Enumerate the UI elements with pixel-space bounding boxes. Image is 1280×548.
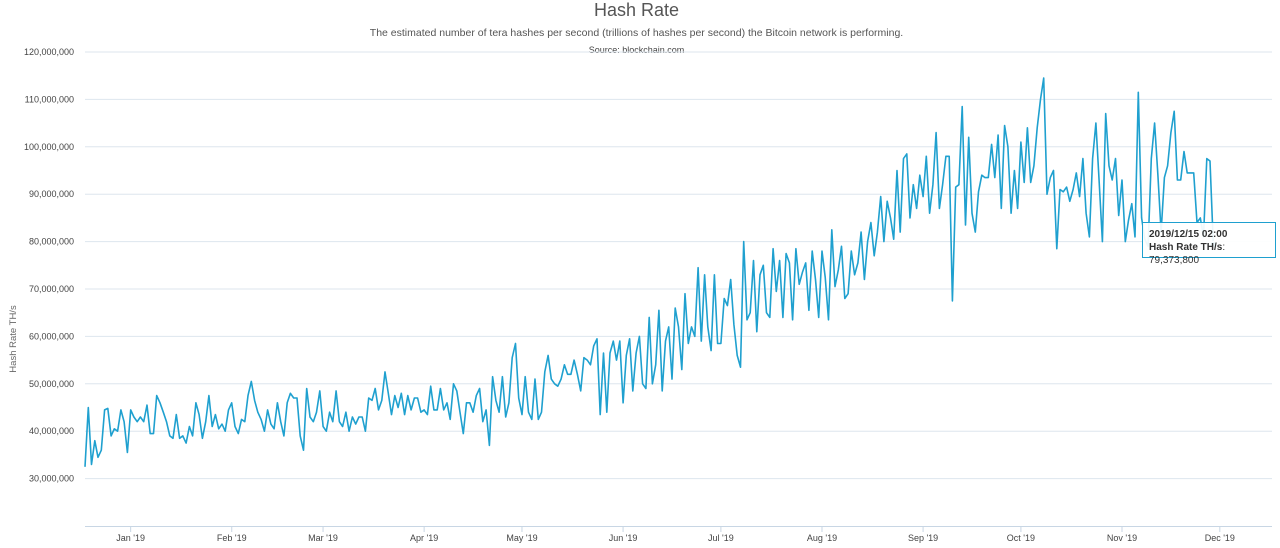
chart-subtitle: The estimated number of tera hashes per …	[369, 27, 904, 39]
y-tick-label: 40,000,000	[29, 426, 74, 436]
y-tick-label: 60,000,000	[29, 331, 74, 341]
chart-source: Source: blockchain.com	[588, 45, 685, 55]
chart-tooltip: 2019/12/15 02:00 Hash Rate TH/s: 79,373,…	[1142, 222, 1276, 266]
tooltip-label: Hash Rate TH/s	[1149, 242, 1223, 253]
x-tick-label: Aug '19	[807, 533, 837, 543]
x-tick-label: Dec '19	[1205, 533, 1235, 543]
y-tick-label: 90,000,000	[29, 189, 74, 199]
x-tick-label: Nov '19	[1107, 533, 1137, 543]
y-tick-label: 110,000,000	[25, 94, 74, 104]
y-tick-label: 30,000,000	[29, 474, 74, 484]
y-tick-label: 50,000,000	[29, 379, 74, 389]
x-tick-label: May '19	[506, 533, 537, 543]
x-tick-label: Apr '19	[410, 533, 438, 543]
y-tick-label: 120,000,000	[24, 47, 74, 57]
y-tick-label: 100,000,000	[24, 142, 74, 152]
y-axis-label: Hash Rate TH/s	[8, 305, 19, 373]
x-tick-label: Jan '19	[116, 533, 145, 543]
y-tick-label: 70,000,000	[29, 284, 74, 294]
x-tick-label: Feb '19	[217, 533, 247, 543]
x-tick-label: Mar '19	[308, 533, 338, 543]
tooltip-value: 79,373,800	[1149, 255, 1200, 266]
x-tick-label: Jun '19	[609, 533, 638, 543]
tooltip-row: Hash Rate TH/s: 79,373,800	[1149, 242, 1226, 266]
x-tick-label: Sep '19	[908, 533, 938, 543]
x-tick-label: Jul '19	[708, 533, 734, 543]
chart-title: Hash Rate	[593, 0, 680, 20]
series-line	[84, 77, 1215, 467]
tooltip-date: 2019/12/15 02:00	[1149, 229, 1228, 240]
x-tick-label: Oct '19	[1007, 533, 1035, 543]
y-tick-label: 80,000,000	[29, 237, 74, 247]
